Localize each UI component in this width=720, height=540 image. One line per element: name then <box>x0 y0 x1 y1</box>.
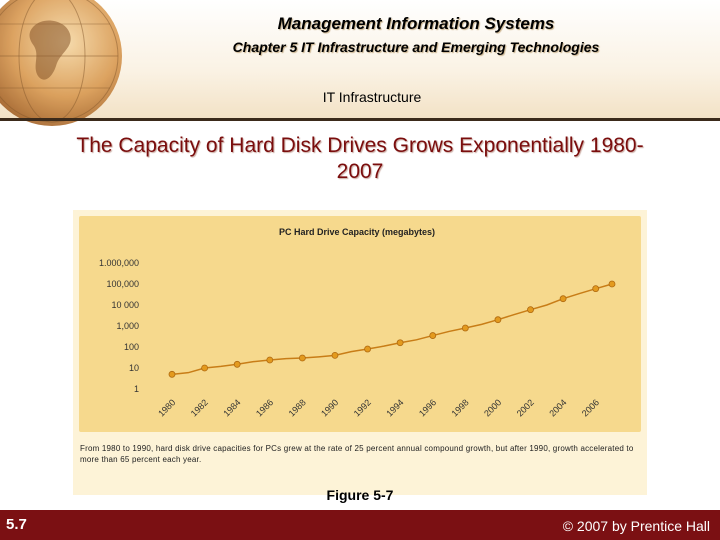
data-point <box>461 324 469 332</box>
data-point <box>527 306 534 314</box>
data-point <box>233 360 241 368</box>
chart-title: PC Hard Drive Capacity (megabytes) <box>279 227 435 237</box>
data-point <box>364 345 371 353</box>
y-tick-label: 10 000 <box>111 300 139 310</box>
data-point <box>331 351 339 359</box>
data-point <box>298 354 306 362</box>
data-point <box>494 316 502 324</box>
slide-header: Management Information Systems Chapter 5… <box>0 0 720 126</box>
header-divider <box>0 118 720 121</box>
chart-panel: PC Hard Drive Capacity (megabytes) 1.000,… <box>73 210 647 438</box>
copyright-notice: © 2007 by Prentice Hall <box>562 518 710 534</box>
data-point <box>592 285 600 293</box>
y-tick-label: 10 <box>129 363 139 373</box>
figure-caption: From 1980 to 1990, hard disk drive capac… <box>80 444 634 464</box>
y-tick-label: 100 <box>124 342 139 352</box>
figure-panel: PC Hard Drive Capacity (megabytes) 1.000,… <box>73 210 647 495</box>
data-point <box>559 295 567 303</box>
data-point <box>396 339 404 347</box>
y-tick-label: 100,000 <box>106 279 139 289</box>
slide-number: 5.7 <box>6 516 27 533</box>
section-title: IT Infrastructure <box>322 89 422 105</box>
chapter-title: Chapter 5 IT Infrastructure and Emerging… <box>232 39 600 55</box>
y-tick-label: 1,000 <box>116 321 139 331</box>
data-point <box>168 370 176 378</box>
series-line <box>171 283 613 376</box>
figure-label: Figure 5-7 <box>326 487 394 503</box>
course-title: Management Information Systems <box>277 14 555 33</box>
y-tick-label: 1 <box>134 384 139 394</box>
slide-title: The Capacity of Hard Disk Drives Grows E… <box>76 134 644 183</box>
slide-footer: 5.7 © 2007 by Prentice Hall <box>0 510 720 540</box>
data-point <box>429 332 437 339</box>
data-point <box>608 280 616 288</box>
hard-drive-capacity-chart: PC Hard Drive Capacity (megabytes) 1.000,… <box>73 210 647 438</box>
plot-background <box>79 216 641 432</box>
y-tick-label: 1.000,000 <box>99 258 139 268</box>
data-point <box>201 364 208 372</box>
globe-icon <box>0 0 122 126</box>
data-point <box>266 356 274 364</box>
